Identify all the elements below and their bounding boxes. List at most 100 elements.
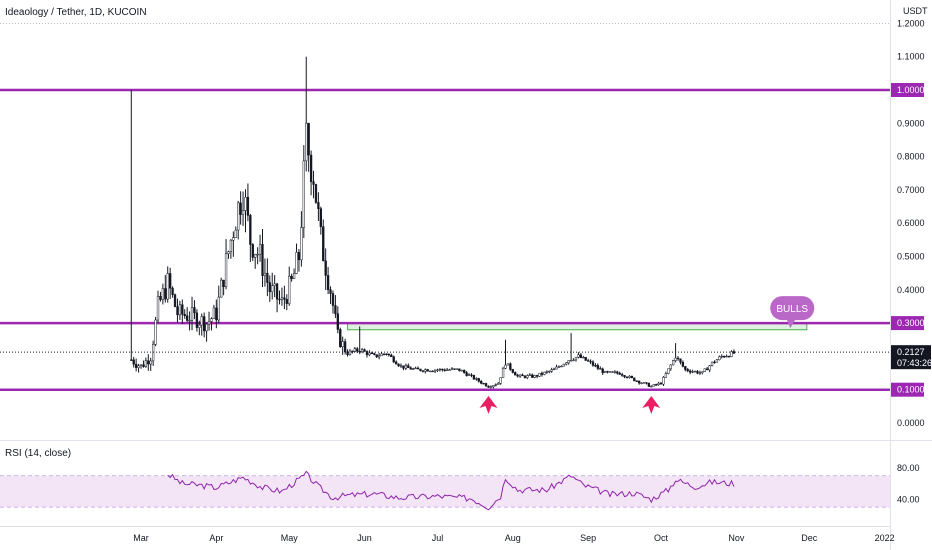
candle-body xyxy=(319,208,322,227)
candle-body xyxy=(285,299,288,304)
candle-body xyxy=(368,352,371,356)
candle-body xyxy=(594,365,597,367)
candle-body xyxy=(538,372,541,377)
candle-body xyxy=(613,371,617,373)
candle-body xyxy=(300,227,303,261)
candle-body xyxy=(713,361,716,364)
candle-body xyxy=(132,359,135,365)
candle-body xyxy=(220,279,223,298)
candle-body xyxy=(701,371,704,373)
candle-body xyxy=(266,272,269,283)
level-tag xyxy=(891,382,924,397)
candle-body xyxy=(655,384,658,386)
xtick-label: Apr xyxy=(209,533,223,543)
candle-body xyxy=(176,306,179,316)
candle-body xyxy=(472,375,476,380)
candle-body xyxy=(727,355,731,358)
candle-body xyxy=(424,369,427,372)
candle-body xyxy=(475,378,478,380)
candle-body xyxy=(232,237,235,241)
candle-body xyxy=(623,375,626,378)
time-axis[interactable]: Mar Apr May Jun Jul Aug Sep Oct Nov Dec 2022 xyxy=(133,533,894,543)
candle-body xyxy=(193,307,196,314)
candle-body xyxy=(258,244,262,255)
ytick-label: 0.4000 xyxy=(897,285,925,295)
candle-body xyxy=(166,273,169,300)
candle-body xyxy=(385,353,388,355)
xtick-label: Dec xyxy=(801,533,818,543)
countdown-label: 07:43:26 xyxy=(897,358,932,368)
candle-body xyxy=(635,380,638,382)
rsi-line xyxy=(167,470,735,511)
candle-body xyxy=(239,202,242,215)
up-arrow-icon xyxy=(642,396,661,414)
candle-body xyxy=(215,307,218,321)
candle-body xyxy=(540,372,544,375)
candle-body xyxy=(436,369,439,371)
candle-body xyxy=(698,372,702,374)
candle-body xyxy=(169,273,172,289)
candle-body xyxy=(329,289,332,294)
candle-body xyxy=(487,385,490,388)
candle-body xyxy=(463,370,466,373)
candle-body xyxy=(625,376,629,378)
candle-body xyxy=(224,253,228,287)
candle-body xyxy=(181,304,184,315)
candle-body xyxy=(528,374,531,376)
candle-body xyxy=(421,370,425,372)
candle-body xyxy=(395,361,398,365)
bulls-bubble-tail xyxy=(786,318,797,329)
candles-group xyxy=(130,56,736,389)
candle-body xyxy=(565,362,568,365)
candle-body xyxy=(504,364,507,369)
candle-body xyxy=(599,368,602,370)
candle-body xyxy=(562,363,565,367)
candle-body xyxy=(188,320,191,322)
candle-body xyxy=(373,353,376,355)
candle-body xyxy=(545,371,548,373)
candle-body xyxy=(429,370,432,373)
level-tag-label: 0.3000 xyxy=(897,318,925,328)
candle-body xyxy=(283,297,286,300)
current-price-tag xyxy=(891,345,931,370)
candle-body xyxy=(358,350,361,353)
candle-body xyxy=(190,307,194,321)
level-tag xyxy=(891,83,924,97)
ytick-label: 0.9000 xyxy=(897,118,925,128)
ytick-label: 0.8000 xyxy=(897,152,925,162)
candle-body xyxy=(516,374,519,377)
candle-body xyxy=(497,383,500,385)
candle-body xyxy=(589,360,592,363)
candle-body xyxy=(662,377,665,385)
candle-body xyxy=(659,382,663,385)
candle-body xyxy=(147,360,150,365)
candle-body xyxy=(574,356,578,361)
xtick-label: May xyxy=(281,533,299,543)
candle-body xyxy=(246,196,250,216)
candle-body xyxy=(480,381,483,384)
candle-body xyxy=(679,358,682,363)
candle-body xyxy=(297,252,301,261)
candle-body xyxy=(642,382,646,384)
rsi-pane: 80.00 40.00 xyxy=(0,463,920,511)
candle-body xyxy=(582,356,585,359)
candle-body xyxy=(360,349,364,352)
candle-body xyxy=(407,365,410,369)
candle-body xyxy=(586,360,590,362)
price-axis[interactable]: 1.2000 1.1000 0.9000 0.8000 0.7000 0.6000 0.50… xyxy=(0,18,932,428)
candle-body xyxy=(322,226,325,262)
candle-body xyxy=(377,355,381,358)
candle-body xyxy=(351,350,354,353)
horizontal-levels-group xyxy=(0,88,890,391)
candle-body xyxy=(489,386,493,388)
candle-body xyxy=(606,371,609,373)
candle-body xyxy=(203,316,206,332)
candle-body xyxy=(715,359,719,363)
rsi-label: RSI (14, close) xyxy=(5,448,71,459)
candle-body xyxy=(317,202,320,209)
candle-body xyxy=(237,202,240,231)
xtick-label: Jul xyxy=(432,533,444,543)
candle-body xyxy=(450,368,454,370)
candle-body xyxy=(484,383,488,387)
